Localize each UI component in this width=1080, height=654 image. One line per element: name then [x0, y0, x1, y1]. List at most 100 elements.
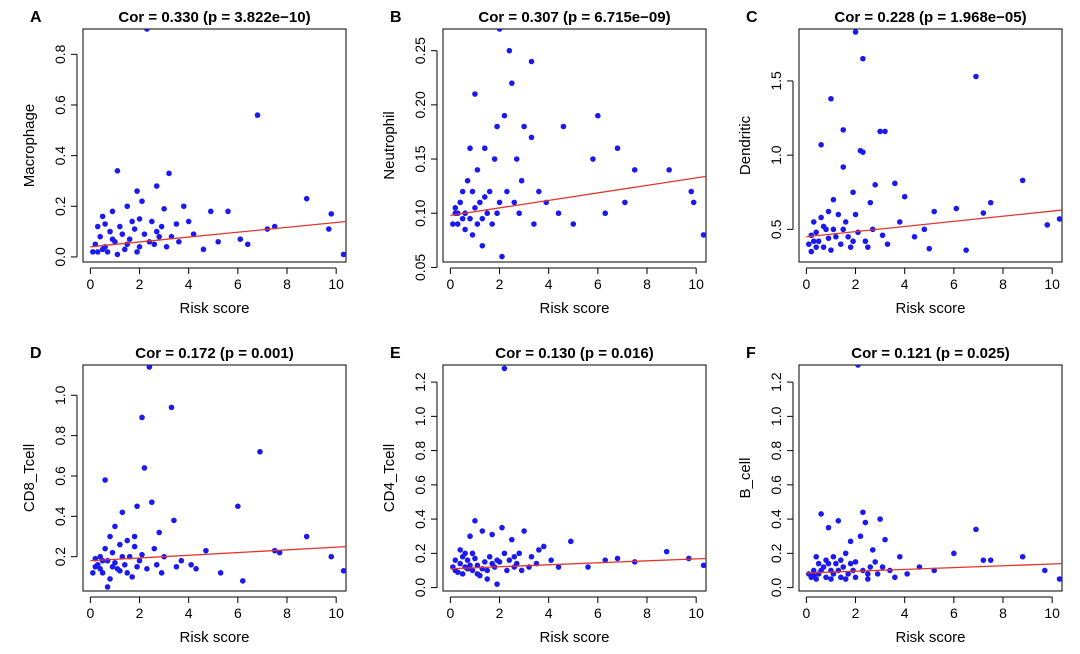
- panel-label: B: [390, 9, 402, 26]
- data-point: [904, 571, 910, 577]
- y-tick-label: 0.2: [52, 196, 68, 216]
- data-point: [489, 560, 495, 567]
- data-point: [810, 219, 817, 225]
- data-point: [860, 149, 866, 155]
- data-point: [303, 195, 310, 202]
- x-tick-label: 4: [901, 605, 909, 621]
- data-point: [921, 226, 928, 233]
- data-point: [830, 226, 837, 233]
- x-tick-label: 0: [802, 276, 810, 292]
- data-point: [156, 233, 162, 240]
- y-tick-label: 0.10: [412, 199, 428, 226]
- data-point: [109, 563, 116, 570]
- data-point: [852, 211, 859, 218]
- data-point: [504, 188, 510, 195]
- x-axis-label: Risk score: [895, 300, 965, 317]
- data-point: [840, 564, 847, 570]
- y-tick-label: 0.2: [768, 543, 784, 563]
- plot-frame: [798, 28, 1063, 263]
- data-point: [244, 241, 251, 248]
- data-point: [847, 560, 854, 567]
- data-point: [892, 574, 898, 581]
- panel-a: 0 2 4 6 8 10 0.0 0.2 0.4 0.6 0.8 Risk score Macropha…: [21, 9, 347, 317]
- data-point: [837, 241, 844, 247]
- data-point: [481, 194, 488, 200]
- data-point: [980, 210, 987, 216]
- data-point: [835, 211, 842, 218]
- x-tick-label: 10: [328, 605, 344, 621]
- data-point: [459, 553, 466, 560]
- data-point: [869, 547, 876, 553]
- data-point: [107, 533, 113, 540]
- data-point: [173, 563, 180, 570]
- y-tick-label: 0.0: [52, 247, 68, 267]
- x-tick-label: 2: [496, 605, 504, 621]
- data-point: [119, 231, 126, 237]
- data-point: [146, 365, 153, 370]
- data-point: [879, 564, 886, 570]
- data-point: [99, 213, 106, 220]
- x-tick-label: 0: [86, 605, 94, 621]
- data-point: [700, 232, 706, 238]
- data-point: [97, 553, 104, 560]
- data-point: [528, 134, 535, 141]
- data-point: [462, 226, 468, 233]
- x-tick-label: 2: [852, 605, 860, 621]
- x-axis-label: Risk score: [539, 629, 609, 646]
- data-point: [518, 177, 525, 184]
- data-point: [136, 216, 143, 222]
- data-point: [153, 183, 160, 189]
- data-point: [467, 215, 473, 222]
- y-tick-label: 1.5: [768, 71, 784, 91]
- x-axis-label: Risk score: [179, 300, 249, 317]
- data-point: [139, 414, 145, 421]
- data-point: [203, 547, 209, 554]
- data-point: [94, 561, 101, 568]
- data-point: [117, 541, 123, 548]
- data-point: [486, 553, 493, 560]
- x-axis-label: Risk score: [179, 629, 249, 646]
- data-point: [134, 249, 140, 255]
- y-tick-label: 0.8: [52, 44, 68, 64]
- data-point: [161, 206, 167, 212]
- x-tick-label: 10: [688, 276, 704, 292]
- y-tick-label: 1.2: [412, 372, 428, 392]
- data-point: [102, 221, 108, 227]
- y-tick-label: 0.4: [52, 146, 68, 166]
- data-point: [808, 248, 815, 255]
- data-point: [536, 188, 542, 195]
- x-tick-label: 6: [234, 605, 242, 621]
- data-point: [494, 210, 500, 217]
- data-point: [491, 156, 498, 162]
- data-point: [850, 567, 856, 574]
- y-tick-label: 0.0: [412, 578, 428, 598]
- trend-line: [90, 545, 346, 562]
- data-point: [511, 553, 518, 560]
- y-tick-label: 0.2: [412, 543, 428, 563]
- x-tick-label: 8: [283, 276, 291, 292]
- chart-title: Cor = 0.130 (p = 0.016): [495, 345, 653, 362]
- data-point: [141, 231, 148, 237]
- data-point: [109, 549, 116, 556]
- data-point: [499, 524, 505, 531]
- data-point: [1041, 567, 1048, 574]
- y-tick-label: 0.6: [52, 95, 68, 115]
- plot-frame: [442, 28, 707, 263]
- data-point: [953, 205, 960, 212]
- data-point: [830, 553, 837, 560]
- data-point: [144, 29, 150, 32]
- data-point: [131, 533, 138, 540]
- x-tick-label: 10: [1044, 605, 1060, 621]
- data-point: [1044, 222, 1051, 228]
- data-point: [484, 576, 491, 582]
- y-axis-label: Dendritic: [737, 115, 754, 175]
- data-point: [472, 91, 478, 97]
- y-tick-label: 0.25: [412, 37, 428, 64]
- data-point: [126, 236, 133, 243]
- data-point: [151, 241, 158, 248]
- data-point: [560, 123, 567, 130]
- x-tick-label: 4: [901, 276, 909, 292]
- data-point: [810, 567, 817, 574]
- data-point: [131, 226, 138, 232]
